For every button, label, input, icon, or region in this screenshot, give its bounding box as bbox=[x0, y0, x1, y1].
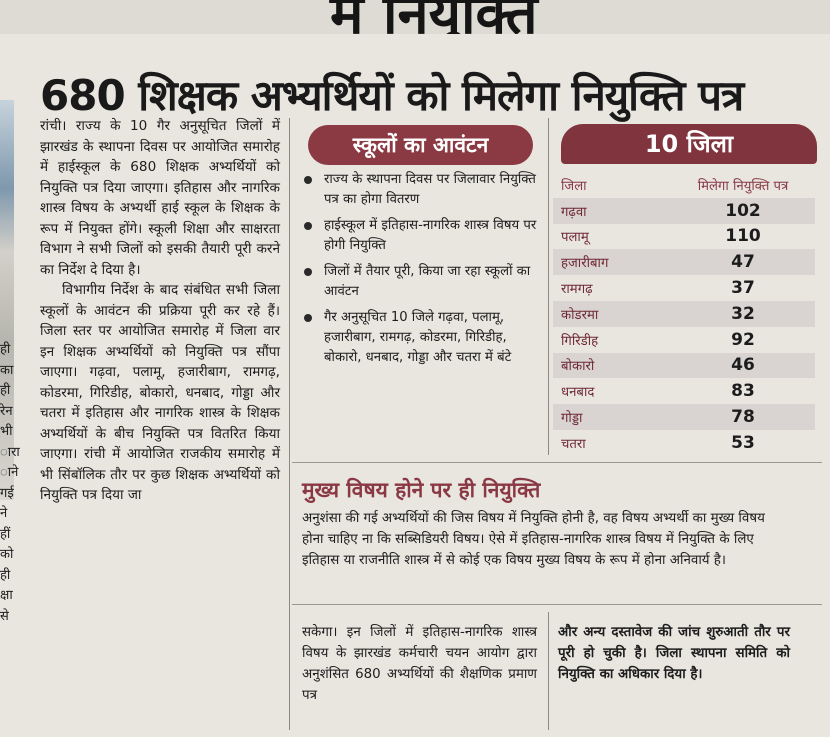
district-row: कोडरमा 32 bbox=[553, 300, 815, 327]
column-header-count: मिलेगा नियुक्ति पत्र bbox=[697, 178, 789, 194]
bullet-dot-icon bbox=[304, 222, 312, 230]
column-divider bbox=[548, 118, 549, 455]
left-column-fragment: से bbox=[0, 608, 9, 624]
district-name: रामगढ़ bbox=[561, 282, 593, 298]
district-name: गोड्डा bbox=[561, 411, 583, 427]
bullet-item: हाईस्कूल में इतिहास-नागरिक शास्त्र विषय … bbox=[300, 216, 540, 256]
subsection-heading: मुख्य विषय होने पर ही नियुक्ति bbox=[302, 478, 541, 502]
district-count: 78 bbox=[731, 407, 755, 428]
cropped-photo-edge bbox=[0, 100, 14, 500]
section-divider bbox=[292, 462, 822, 463]
bottom-column-1: सकेगा। इन जिलों में इतिहास-नागरिक शास्त्… bbox=[302, 625, 537, 703]
district-row: बोकारो 46 bbox=[553, 352, 815, 379]
allocation-box-title: स्कूलों का आवंटन bbox=[308, 125, 533, 165]
left-column-fragment: ही bbox=[0, 567, 11, 583]
district-count: 102 bbox=[725, 200, 761, 221]
district-count: 47 bbox=[731, 252, 755, 273]
left-column-fragment: गई bbox=[0, 485, 14, 501]
district-name: गढ़वा bbox=[561, 204, 587, 220]
column-divider bbox=[289, 118, 290, 730]
article-paragraph-2: विभागीय निर्देश के बाद संबंधित सभी जिला … bbox=[40, 282, 280, 503]
district-count: 83 bbox=[731, 381, 755, 402]
subsection-text: अनुशंसा की गई अभ्यर्थियों की जिस विषय मे… bbox=[302, 511, 765, 568]
left-column-fragment: क्षा bbox=[0, 588, 13, 603]
district-name: गिरिडीह bbox=[561, 333, 599, 349]
article-paragraph-1: रांची। राज्य के 10 गैर अनुसूचित जिलों मे… bbox=[40, 118, 280, 278]
district-name: बोकारो bbox=[561, 359, 595, 375]
district-row: चतरा 53 bbox=[553, 430, 815, 456]
district-count: 53 bbox=[731, 432, 755, 453]
left-column-fragment: रेन bbox=[0, 403, 13, 419]
section-divider bbox=[292, 604, 822, 605]
left-column-fragment: ने bbox=[0, 506, 8, 521]
previous-headline-fragment: में नियुक्ति bbox=[330, 0, 538, 34]
left-column-fragment: हीं bbox=[0, 526, 11, 542]
district-count: 46 bbox=[731, 355, 755, 376]
bullet-dot-icon bbox=[304, 314, 312, 322]
bullet-item: गैर अनुसूचित 10 जिले गढ़वा, पलामू, हजारी… bbox=[300, 308, 540, 368]
district-name: कोडरमा bbox=[561, 307, 599, 323]
district-row: धनबाद 83 bbox=[553, 378, 815, 404]
left-column-fragment: ही bbox=[0, 342, 11, 357]
previous-headline-strip: में नियुक्ति bbox=[0, 0, 830, 34]
district-name: पलामू bbox=[561, 230, 589, 246]
left-column-fragment: ाने bbox=[0, 465, 19, 480]
district-row: पलामू 110 bbox=[553, 224, 815, 250]
district-count: 110 bbox=[725, 226, 761, 247]
district-row: गढ़वा 102 bbox=[553, 197, 815, 224]
district-row: रामगढ़ 37 bbox=[553, 275, 815, 301]
district-count: 32 bbox=[731, 303, 755, 324]
left-column-fragment: का bbox=[0, 362, 14, 378]
left-column-fragments: ही का ही रेन भीारााने गई ने हीं को ही क्षा से bbox=[0, 340, 32, 627]
left-column-fragment: भी bbox=[0, 424, 13, 439]
district-count: 37 bbox=[731, 278, 755, 299]
district-table-title: 10 जिला bbox=[561, 124, 817, 164]
column-divider bbox=[548, 612, 549, 730]
district-name: हजारीबाग bbox=[561, 256, 609, 272]
district-table-header: जिला मिलेगा नियुक्ति पत्र bbox=[553, 172, 815, 198]
district-row: गिरिडीह 92 bbox=[553, 327, 815, 353]
bullet-dot-icon bbox=[304, 268, 312, 276]
bottom-column-2: और अन्य दस्तावेज की जांच शुरुआती तौर पर … bbox=[558, 625, 790, 682]
allocation-bullets: राज्य के स्थापना दिवस पर जिलावार नियुक्त… bbox=[300, 170, 540, 374]
district-row: गोड्डा 78 bbox=[553, 404, 815, 430]
district-name: धनबाद bbox=[561, 385, 595, 401]
bullet-item: जिलों में तैयार पूरी, किया जा रहा स्कूलो… bbox=[300, 262, 540, 302]
district-row: हजारीबाग 47 bbox=[553, 249, 815, 276]
left-column-fragment: को bbox=[0, 547, 14, 562]
headline: 680 शिक्षक अभ्यर्थियों को मिलेगा नियुक्त… bbox=[40, 71, 744, 121]
district-table: जिला मिलेगा नियुक्ति पत्र गढ़वा 102 पलामू 1… bbox=[553, 172, 815, 456]
district-count: 92 bbox=[731, 329, 755, 350]
left-column-fragment: ही bbox=[0, 383, 11, 398]
district-name: चतरा bbox=[561, 436, 586, 452]
bullet-item: राज्य के स्थापना दिवस पर जिलावार नियुक्त… bbox=[300, 170, 540, 210]
column-header-district: जिला bbox=[561, 178, 587, 194]
article-body: रांची। राज्य के 10 गैर अनुसूचित जिलों मे… bbox=[40, 116, 280, 506]
bullet-dot-icon bbox=[304, 176, 312, 184]
left-column-fragment: ारा bbox=[0, 444, 20, 460]
